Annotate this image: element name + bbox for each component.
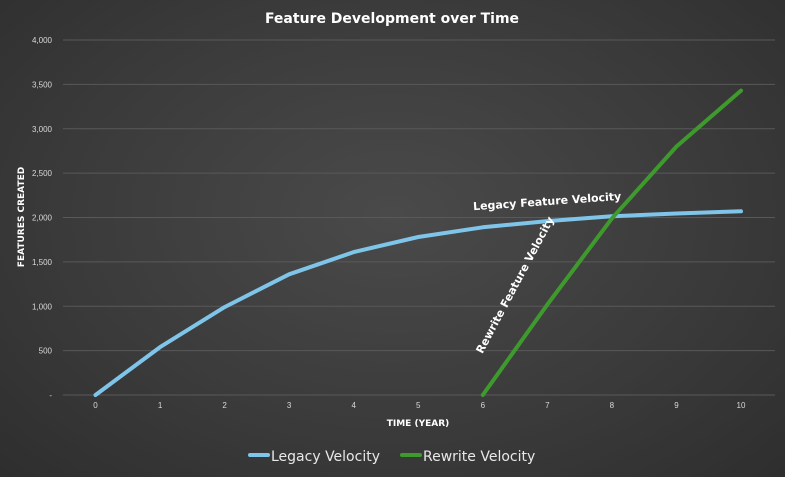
x-tick-label: 3 <box>287 401 292 410</box>
y-tick-label: - <box>49 391 52 400</box>
x-tick-label: 2 <box>222 401 227 410</box>
y-tick-label: 2,500 <box>32 169 53 178</box>
series-lines <box>93 88 743 397</box>
x-tick-label: 6 <box>481 401 486 410</box>
y-axis-title: FEATURES CREATED <box>17 167 27 267</box>
x-tick-label: 0 <box>93 401 98 410</box>
x-tick-label: 9 <box>674 401 679 410</box>
y-tick-label: 2,000 <box>32 214 53 223</box>
y-tick-label: 3,000 <box>32 125 53 134</box>
series-line-rewrite-velocity <box>480 88 743 397</box>
y-tick-label: 500 <box>39 347 53 356</box>
series-line-legacy-velocity <box>93 209 743 397</box>
legend: Legacy Velocity Rewrite Velocity <box>248 449 535 465</box>
x-tick-label: 7 <box>545 401 550 410</box>
x-axis-ticks: 0 1 2 3 4 5 6 7 8 9 10 <box>93 401 746 410</box>
annotation-label: Legacy Feature Velocity <box>473 190 622 213</box>
x-tick-label: 10 <box>737 401 746 410</box>
x-axis-title: TIME (YEAR) <box>387 419 450 429</box>
annotation-label: Rewrite Feature Velocity <box>474 214 557 355</box>
y-tick-label: 1,500 <box>32 258 53 267</box>
y-tick-label: 1,000 <box>32 302 53 311</box>
y-axis-ticks: - 500 1,000 1,500 2,000 2,500 3,000 3,500 4,000 <box>32 36 53 400</box>
legend-label: Legacy Velocity <box>271 449 380 465</box>
x-tick-label: 5 <box>416 401 421 410</box>
x-tick-label: 8 <box>610 401 615 410</box>
x-tick-label: 1 <box>158 401 163 410</box>
chart-title: Feature Development over Time <box>265 11 519 27</box>
gridlines <box>63 39 775 396</box>
y-tick-label: 4,000 <box>32 36 53 45</box>
legend-label: Rewrite Velocity <box>423 449 535 465</box>
y-tick-label: 3,500 <box>32 80 53 89</box>
x-tick-label: 4 <box>351 401 356 410</box>
